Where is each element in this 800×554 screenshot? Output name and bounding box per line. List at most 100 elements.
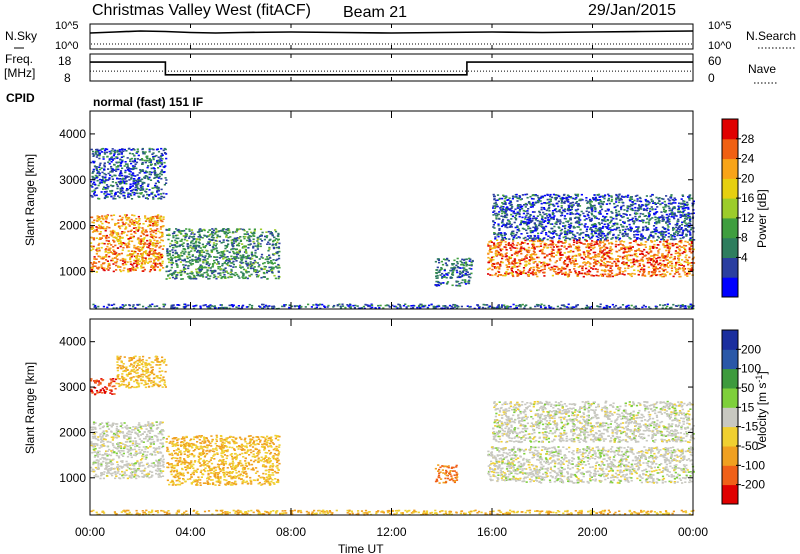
data-cell [236, 253, 240, 256]
data-cell [587, 255, 590, 257]
data-cell [527, 221, 530, 224]
data-cell [191, 263, 194, 265]
data-cell [97, 268, 100, 270]
data-cell [129, 257, 132, 259]
data-cell [656, 202, 660, 204]
data-cell [650, 200, 654, 203]
data-cell [157, 156, 160, 159]
data-cell [543, 246, 546, 248]
data-cell [642, 204, 645, 207]
data-cell [127, 218, 130, 220]
data-cell [192, 246, 195, 248]
data-cell [260, 234, 263, 236]
data-cell [118, 215, 122, 217]
data-cell [156, 242, 159, 245]
data-cell [492, 242, 496, 244]
data-cell [556, 266, 559, 269]
data-cell [652, 225, 656, 227]
data-cell [157, 259, 160, 262]
data-cell [667, 249, 671, 252]
data-cell [160, 152, 163, 155]
data-cell [567, 246, 570, 248]
data-cell [511, 205, 514, 208]
data-cell [105, 217, 108, 219]
data-cell [159, 165, 162, 168]
data-cell [557, 210, 560, 212]
data-cell [214, 275, 217, 278]
data-cell [680, 228, 683, 231]
data-cell [638, 205, 641, 208]
data-cell [544, 217, 547, 219]
data-cell [512, 244, 515, 246]
data-cell [151, 216, 154, 218]
nave-tick-top: 60 [708, 54, 722, 68]
data-cell [575, 221, 578, 223]
data-cell [174, 271, 177, 273]
data-cell [230, 248, 233, 251]
data-cell [172, 246, 175, 249]
data-cell [470, 263, 473, 266]
data-cell [609, 250, 612, 252]
data-cell [254, 261, 257, 263]
data-cell [141, 148, 144, 151]
data-cell [221, 263, 224, 265]
data-cell [615, 215, 618, 218]
data-cell [240, 256, 243, 259]
data-cell [569, 226, 572, 228]
data-cell [98, 178, 101, 181]
data-cell [653, 254, 656, 257]
data-cell [553, 231, 556, 234]
data-cell [117, 195, 120, 197]
data-cell [195, 278, 198, 280]
data-cell [550, 250, 553, 253]
data-cell [579, 265, 582, 267]
data-cell [552, 230, 555, 233]
data-cell [511, 215, 514, 218]
data-cell [464, 279, 467, 281]
data-cell [137, 215, 140, 218]
data-cell [639, 206, 642, 208]
data-cell [622, 247, 625, 250]
data-cell [524, 193, 527, 196]
data-cell [190, 229, 194, 231]
data-cell [142, 266, 145, 269]
data-cell [552, 243, 555, 245]
data-cell [682, 229, 685, 232]
data-cell [465, 265, 468, 267]
data-cell [154, 242, 157, 245]
data-cell [604, 210, 607, 212]
data-cell [516, 252, 519, 255]
data-cell [634, 215, 637, 218]
data-cell [119, 190, 123, 193]
data-cell [684, 274, 687, 276]
data-cell [149, 224, 152, 227]
data-cell [504, 211, 507, 213]
data-cell [143, 262, 146, 265]
data-cell [158, 241, 162, 244]
data-cell [445, 264, 448, 266]
data-cell [578, 272, 581, 275]
data-cell [161, 239, 164, 242]
data-cell [528, 262, 531, 265]
data-cell [519, 262, 522, 265]
data-cell [678, 267, 681, 269]
data-cell [269, 257, 272, 259]
data-cell [140, 249, 143, 251]
data-cell [571, 257, 574, 259]
data-cell [513, 212, 516, 215]
data-cell [206, 243, 209, 245]
data-cell [618, 238, 621, 241]
data-cell [205, 263, 208, 266]
data-cell [142, 195, 145, 198]
data-cell [670, 211, 673, 214]
data-cell [252, 238, 255, 241]
data-cell [583, 258, 586, 260]
data-cell [659, 267, 662, 269]
freq-tick-bottom: 8 [64, 71, 71, 85]
data-cell [124, 163, 128, 165]
data-cell [224, 232, 227, 235]
data-cell [496, 275, 499, 278]
data-cell [169, 245, 172, 248]
data-cell [131, 185, 134, 187]
